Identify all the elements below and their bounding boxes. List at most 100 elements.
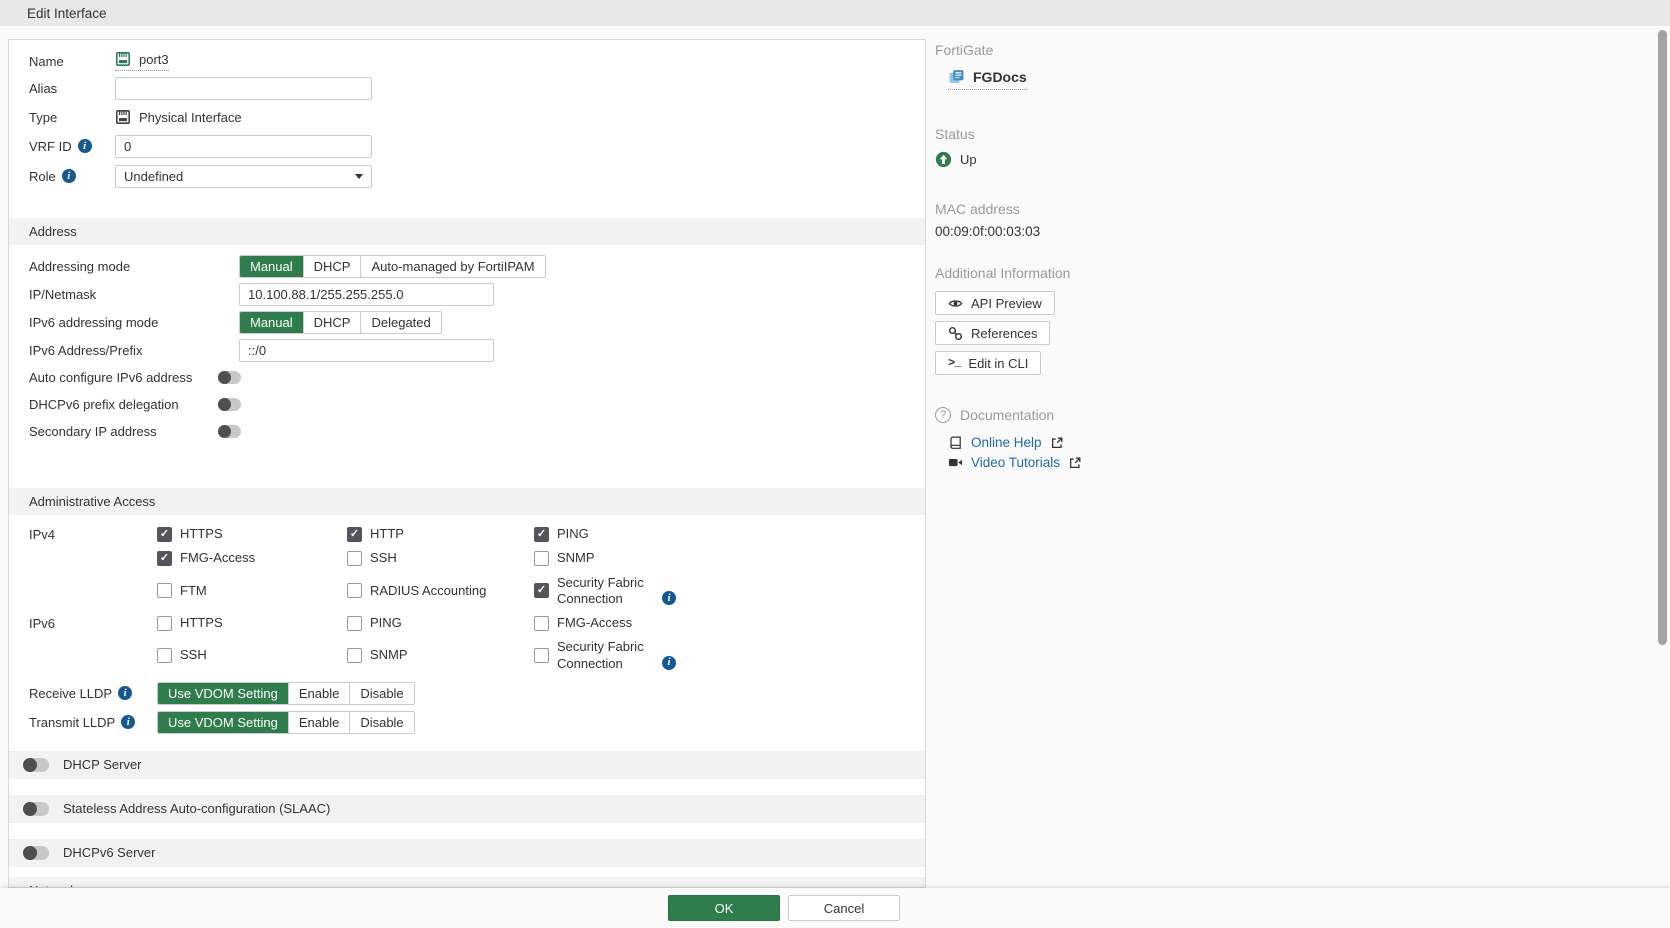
receive-lldp-disable[interactable]: Disable	[349, 682, 413, 704]
fortigate-device-chip[interactable]: FGDocs	[948, 68, 1027, 90]
edit-in-cli-button[interactable]: >_ Edit in CLI	[935, 351, 1042, 375]
transmit-lldp-enable[interactable]: Enable	[287, 711, 349, 733]
info-icon[interactable]	[61, 169, 76, 183]
video-tutorials-link[interactable]: Video Tutorials	[971, 455, 1061, 470]
ipv6-fmg-access-checkbox[interactable]	[534, 615, 549, 631]
type-row: Type Physical Interface	[9, 103, 925, 131]
api-preview-button[interactable]: API Preview	[935, 291, 1055, 315]
auto-ipv6-toggle[interactable]	[218, 371, 241, 384]
role-select[interactable]: Undefined	[115, 164, 372, 188]
info-icon[interactable]	[121, 715, 136, 730]
ipv6-ping-checkbox[interactable]	[347, 615, 362, 631]
status-value-row: Up	[935, 151, 1265, 168]
vrf-id-input[interactable]	[115, 134, 372, 158]
addressing-mode-fortiipam[interactable]: Auto-managed by FortiIPAM	[360, 255, 544, 277]
references-button[interactable]: References	[935, 321, 1051, 345]
status-value: Up	[960, 152, 977, 167]
fortigate-icon	[948, 68, 965, 85]
ipv6-mode-label: IPv6 addressing mode	[29, 314, 159, 330]
external-link-icon	[1050, 436, 1064, 450]
slaac-toggle[interactable]	[23, 801, 49, 816]
info-icon[interactable]	[77, 139, 92, 153]
address-section-title: Address	[29, 224, 77, 239]
ipv6-mode-segmented: Manual DHCP Delegated	[239, 310, 442, 334]
ip-netmask-input[interactable]	[239, 282, 494, 306]
ipv4-ping: PING	[534, 526, 744, 542]
ipv4-access-grid: HTTPS HTTP PING FMG-Access SSH SNMP	[157, 526, 744, 607]
interface-name-text: port3	[139, 51, 169, 67]
vrf-label: VRF ID	[29, 138, 72, 154]
ipv4-radius-accounting: RADIUS Accounting	[347, 575, 534, 608]
alias-row: Alias	[9, 73, 925, 103]
action-footer: OK Cancel	[0, 888, 1670, 928]
ip-netmask-label: IP/Netmask	[29, 286, 97, 302]
info-icon[interactable]	[662, 655, 676, 670]
transmit-lldp-vdom[interactable]: Use VDOM Setting	[158, 711, 288, 733]
ethernet-port-icon	[115, 109, 131, 125]
interface-name-value[interactable]: port3	[115, 51, 169, 71]
dhcpv6-delegation-label: DHCPv6 prefix delegation	[29, 397, 179, 412]
ipv4-snmp-checkbox[interactable]	[534, 550, 549, 566]
vertical-scrollbar[interactable]	[1658, 30, 1667, 645]
ipv6-https-checkbox[interactable]	[157, 615, 172, 631]
ipv6-snmp: SNMP	[347, 639, 534, 672]
dhcpv6-delegation-toggle[interactable]	[218, 398, 241, 411]
page-title: Edit Interface	[27, 5, 107, 21]
ipv6-ssh-checkbox[interactable]	[157, 648, 172, 663]
ipv4-radius-checkbox[interactable]	[347, 583, 362, 599]
ipv6-access-row: IPv6 HTTPS PING FMG-Access SSH SNMP	[9, 615, 925, 672]
role-selected-value: Undefined	[124, 168, 184, 184]
title-bar: Edit Interface	[0, 0, 1670, 26]
ip-netmask-row: IP/Netmask	[9, 280, 925, 308]
ipv4-fmg-access-checkbox[interactable]	[157, 550, 172, 566]
ipv6-prefix-input[interactable]	[239, 338, 494, 362]
cancel-button[interactable]: Cancel	[788, 895, 900, 921]
info-icon[interactable]	[662, 591, 676, 605]
network-section-title: Network	[29, 883, 77, 887]
ipv4-ssh-checkbox[interactable]	[347, 550, 362, 566]
video-camera-icon	[948, 455, 963, 470]
alias-input[interactable]	[115, 76, 372, 100]
vrf-row: VRF ID	[9, 131, 925, 161]
ipv6-mode-delegated[interactable]: Delegated	[360, 311, 440, 333]
addressing-mode-manual[interactable]: Manual	[240, 255, 303, 277]
receive-lldp-label: Receive LLDP	[29, 685, 113, 701]
addressing-mode-label: Addressing mode	[29, 258, 131, 274]
transmit-lldp-segmented: Use VDOM Setting Enable Disable	[157, 710, 415, 734]
ipv4-http-checkbox[interactable]	[347, 526, 362, 542]
secondary-ip-toggle[interactable]	[218, 425, 241, 438]
addressing-mode-dhcp[interactable]: DHCP	[302, 255, 361, 277]
secondary-ip-label: Secondary IP address	[29, 424, 157, 439]
ipv6-mode-dhcp[interactable]: DHCP	[302, 311, 361, 333]
fortigate-device-name: FGDocs	[973, 68, 1027, 85]
ok-button[interactable]: OK	[668, 895, 780, 921]
transmit-lldp-disable[interactable]: Disable	[349, 711, 413, 733]
slaac-label: Stateless Address Auto-configuration (SL…	[63, 801, 331, 817]
ipv6-snmp-checkbox[interactable]	[347, 648, 362, 663]
ipv4-ftm-checkbox[interactable]	[157, 583, 172, 599]
role-row: Role Undefined	[9, 161, 925, 191]
ipv4-security-fabric-checkbox[interactable]	[534, 583, 549, 599]
ipv6-security-fabric-checkbox[interactable]	[534, 648, 549, 663]
dhcpv6-server-toggle[interactable]	[23, 845, 49, 860]
network-section-header: Network	[9, 876, 925, 887]
ipv6-access-label: IPv6	[29, 616, 56, 631]
ipv4-https-checkbox[interactable]	[157, 526, 172, 542]
status-label: Status	[935, 126, 975, 142]
documentation-header: ? Documentation	[935, 407, 1265, 423]
ipv4-ping-checkbox[interactable]	[534, 526, 549, 542]
ipv4-fmg-access: FMG-Access	[157, 550, 347, 566]
info-icon[interactable]	[118, 686, 133, 701]
receive-lldp-row: Receive LLDP Use VDOM Setting Enable Dis…	[9, 681, 925, 705]
ipv6-mode-manual[interactable]: Manual	[240, 311, 303, 333]
transmit-lldp-label: Transmit LLDP	[29, 714, 116, 730]
mac-label: MAC address	[935, 201, 1020, 217]
name-row: Name port3	[9, 49, 925, 73]
type-label: Type	[29, 109, 58, 125]
receive-lldp-enable[interactable]: Enable	[287, 682, 349, 704]
receive-lldp-vdom[interactable]: Use VDOM Setting	[158, 682, 288, 704]
online-help-link[interactable]: Online Help	[971, 435, 1042, 450]
dhcp-server-section: DHCP Server	[9, 750, 925, 779]
interface-type-value: Physical Interface	[115, 109, 242, 125]
dhcp-server-toggle[interactable]	[23, 757, 49, 772]
